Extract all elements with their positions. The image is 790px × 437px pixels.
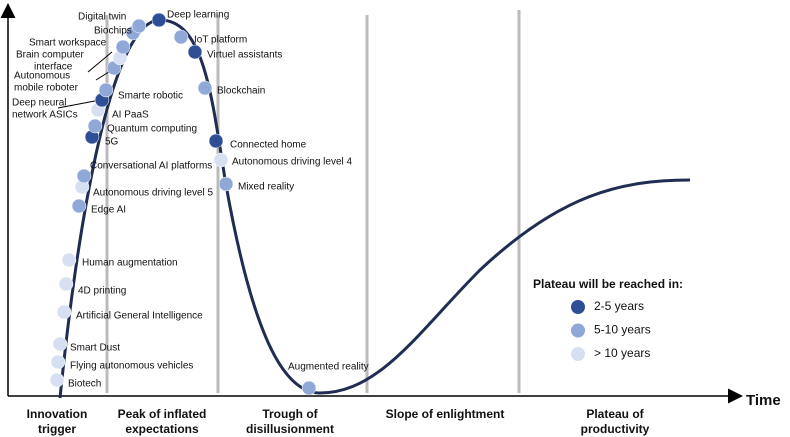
tech-label: interface [34, 62, 73, 73]
tech-dot [71, 198, 87, 214]
tech-label: Autonomous driving level 4 [232, 157, 353, 168]
tech-label: Deep learning [167, 10, 229, 21]
tech-label: Smart workspace [29, 38, 107, 49]
legend-label: > 10 years [594, 346, 650, 360]
tech-dot [115, 39, 131, 55]
tech-dot [98, 82, 114, 98]
phase-label: disillusionment [246, 422, 334, 436]
tech-dot [87, 118, 103, 134]
legend-label: 2-5 years [594, 299, 644, 313]
tech-label: Biochips [94, 26, 132, 37]
tech-label: Smart Dust [70, 343, 120, 354]
tech-label: IoT platform [194, 35, 247, 46]
tech-dot [56, 304, 72, 320]
tech-dot [301, 380, 317, 396]
tech-dot [151, 12, 167, 28]
phase-label: Innovation [27, 407, 88, 421]
tech-dot [76, 168, 92, 184]
legend-dot [571, 347, 585, 361]
phase-label: Peak of inflated [118, 407, 207, 421]
phase-label: productivity [581, 422, 650, 436]
phase-label: expectations [125, 422, 199, 436]
tech-dot [187, 44, 203, 60]
phase-label: Trough of [262, 407, 318, 421]
tech-dot [50, 354, 66, 370]
legend-dot [571, 300, 585, 314]
tech-label: AI PaaS [112, 110, 149, 121]
tech-label: Mixed reality [238, 182, 294, 193]
tech-label: Virtuel assistants [207, 50, 282, 61]
tech-label: Flying autonomous vehicles [70, 361, 193, 372]
axis-label: Time [746, 392, 781, 409]
tech-dot [49, 372, 65, 388]
phase-label: trigger [38, 422, 76, 436]
tech-label: Smarte robotic [118, 91, 183, 102]
tech-label: Quantum computing [107, 124, 197, 135]
hype-curve [58, 18, 691, 399]
tech-label: 4D printing [78, 286, 126, 297]
tech-label: Deep neural [12, 98, 66, 109]
tech-dot [131, 18, 147, 34]
content: Biotech Flying autonomous vehicles Smart D… [12, 10, 651, 437]
tech-dot [173, 29, 189, 45]
tech-label: Blockchain [217, 86, 265, 97]
tech-dot [61, 252, 77, 268]
tech-label: Digital twin [78, 12, 126, 23]
tech-label: network ASICs [12, 110, 78, 121]
tech-dot [52, 336, 68, 352]
tech-dot [58, 276, 74, 292]
tech-label: 5G [105, 137, 119, 148]
tech-label: Artificial General Intelligence [76, 311, 203, 322]
tech-dot [213, 152, 229, 168]
phase-label: Slope of enlightment [386, 407, 505, 421]
tech-label: Autonomous [14, 71, 70, 82]
tech-label: Brain computer [16, 50, 84, 61]
tech-label: Biotech [68, 379, 101, 390]
legend-label: 5-10 years [594, 323, 651, 337]
tech-label: Autonomous driving level 5 [93, 188, 214, 199]
tech-dot [197, 80, 213, 96]
tech-dot [218, 176, 234, 192]
legend-title: Plateau will be reached in: [533, 277, 683, 291]
tech-label: Conversational AI platforms [90, 161, 212, 172]
tech-label: mobile roboter [14, 83, 79, 94]
phase-dividers [105, 10, 521, 393]
tech-label: Human augmentation [82, 258, 178, 269]
tech-label: Edge AI [91, 205, 126, 216]
tech-label: Connected home [230, 140, 307, 151]
legend-dot [571, 323, 585, 338]
phase-label: Plateau of [586, 407, 644, 421]
tech-dot [208, 133, 224, 149]
tech-label: Augmented reality [288, 362, 369, 373]
